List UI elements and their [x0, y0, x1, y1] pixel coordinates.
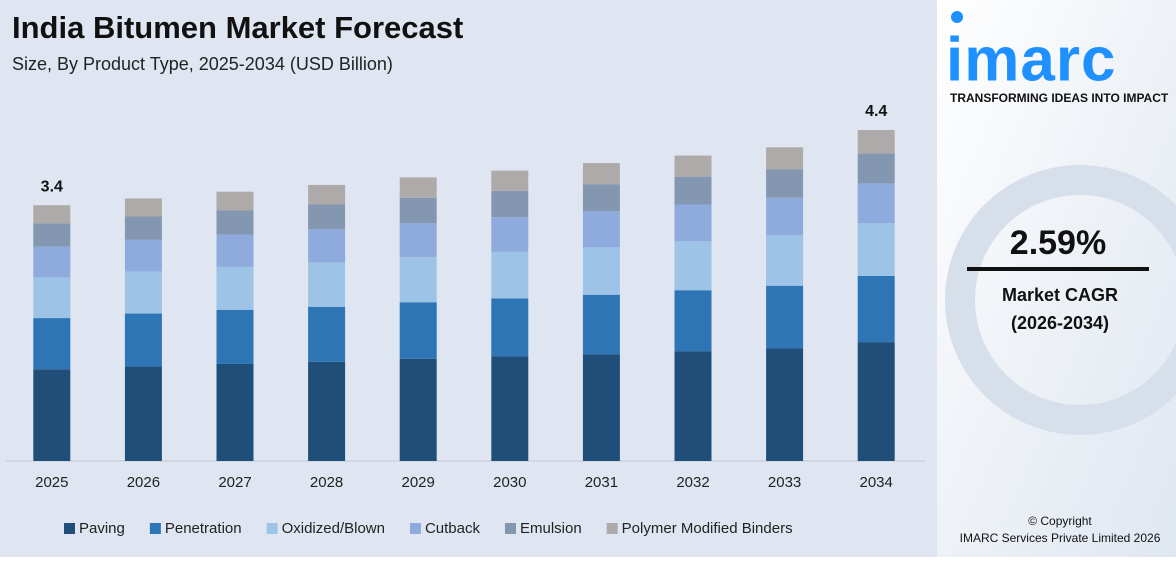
bar-segment: [766, 169, 804, 198]
bar-segment: [491, 356, 529, 461]
bar-segment: [399, 223, 437, 258]
legend-label: Emulsion: [520, 520, 582, 537]
x-tick-label: 2030: [493, 474, 526, 491]
bar-segment: [766, 147, 804, 170]
bar-segment: [308, 262, 346, 307]
x-tick-label: 2025: [35, 474, 68, 491]
x-tick-label: 2034: [860, 474, 893, 491]
cagr-label: Market CAGR: [1002, 285, 1118, 305]
bar-segment: [308, 204, 346, 230]
company: IMARC Services Private Limited 2026: [960, 531, 1161, 545]
bar-segment: [124, 366, 162, 461]
x-tick-label: 2028: [310, 474, 343, 491]
legend-swatch: [606, 523, 618, 534]
bar-segment: [582, 294, 620, 355]
bar-segment: [766, 197, 804, 236]
legend-swatch: [266, 523, 278, 534]
chart-subtitle: Size, By Product Type, 2025-2034 (USD Bi…: [12, 54, 393, 74]
bar-segment: [124, 198, 162, 217]
bar-segment: [857, 275, 895, 343]
bar-segment: [857, 342, 895, 461]
legend-swatch: [64, 523, 75, 534]
cagr-value: 2.59%: [1010, 224, 1106, 262]
bar-segment: [491, 217, 529, 252]
decoration: [945, 165, 1176, 435]
bar-segment: [399, 302, 437, 359]
bar-segment: [124, 271, 162, 314]
bar-segment: [582, 163, 620, 185]
bar-segment: [491, 251, 529, 299]
bar-segment: [857, 130, 895, 154]
legend-swatch: [149, 523, 161, 534]
copyright: © Copyright: [1028, 514, 1092, 528]
x-tick-label: 2031: [585, 474, 618, 491]
logo: imarc: [946, 25, 1116, 94]
bar-segment: [33, 246, 71, 278]
x-tick-label: 2027: [218, 474, 251, 491]
bar-segment: [33, 318, 71, 370]
bar-segment: [216, 363, 254, 461]
bar-segment: [33, 223, 71, 247]
x-tick-label: 2032: [676, 474, 709, 491]
bar-segment: [674, 351, 712, 461]
bar-segment: [857, 223, 895, 276]
bar-segment: [308, 306, 346, 362]
bar-segment: [399, 177, 437, 198]
bar-segment: [33, 205, 71, 224]
logo-dot: [951, 11, 963, 23]
bar-segment: [582, 211, 620, 248]
bar-segment: [124, 216, 162, 240]
bar-segment: [582, 354, 620, 461]
bar-segment: [33, 277, 71, 319]
x-tick-label: 2026: [127, 474, 160, 491]
bar-segment: [216, 191, 254, 211]
bar-segment: [674, 241, 712, 291]
bar-segment: [124, 239, 162, 272]
bar-segment: [491, 170, 529, 191]
legend-label: Polymer Modified Binders: [622, 520, 793, 537]
cagr-period: (2026-2034): [1011, 313, 1109, 333]
tagline: TRANSFORMING IDEAS INTO IMPACT: [950, 91, 1169, 105]
bar-segment: [399, 197, 437, 224]
bar-segment: [399, 358, 437, 461]
bar-segment: [491, 190, 529, 218]
bar-segment: [766, 348, 804, 461]
bar-segment: [399, 257, 437, 303]
bar-segment: [857, 153, 895, 184]
legend-swatch: [504, 523, 516, 534]
x-tick-label: 2033: [768, 474, 801, 491]
bar-segment: [674, 290, 712, 352]
x-tick-label: 2029: [402, 474, 435, 491]
legend-label: Paving: [79, 520, 125, 537]
bar-segment: [308, 361, 346, 461]
bar-segment: [308, 229, 346, 263]
bar-segment: [857, 183, 895, 224]
bar-segment: [766, 235, 804, 286]
bar-segment: [308, 184, 346, 205]
legend-swatch: [409, 523, 421, 534]
chart-title: India Bitumen Market Forecast: [12, 10, 463, 45]
bar-segment: [216, 234, 254, 267]
bar-segment: [674, 176, 712, 205]
legend-label: Penetration: [165, 520, 242, 537]
legend-label: Oxidized/Blown: [282, 520, 385, 537]
legend-label: Cutback: [425, 520, 481, 537]
cagr-rule: [967, 267, 1149, 271]
total-label: 4.4: [865, 103, 887, 120]
bar-segment: [674, 204, 712, 242]
total-label: 3.4: [41, 178, 63, 195]
bar-segment: [582, 184, 620, 212]
bar-segment: [33, 369, 71, 461]
bar-segment: [124, 313, 162, 367]
bar-segment: [766, 285, 804, 349]
bar-segment: [491, 298, 529, 357]
bar-segment: [216, 210, 254, 235]
bar-segment: [216, 266, 254, 310]
bar-segment: [216, 309, 254, 364]
bar-segment: [674, 155, 712, 177]
bar-segment: [582, 247, 620, 295]
